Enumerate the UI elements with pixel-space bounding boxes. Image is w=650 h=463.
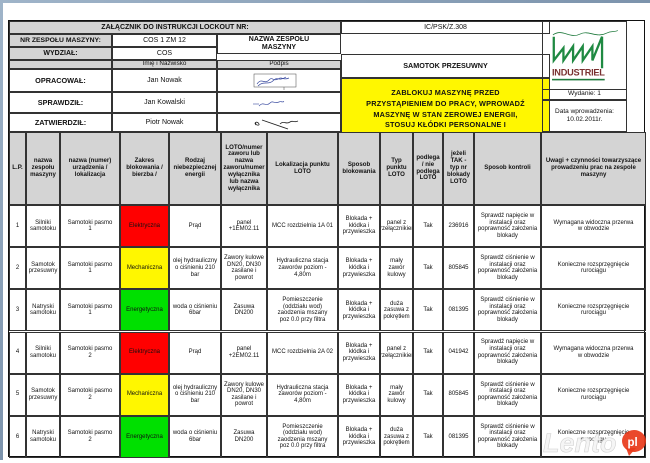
- svg-text:INDUSTRIEL: INDUSTRIEL: [552, 67, 605, 77]
